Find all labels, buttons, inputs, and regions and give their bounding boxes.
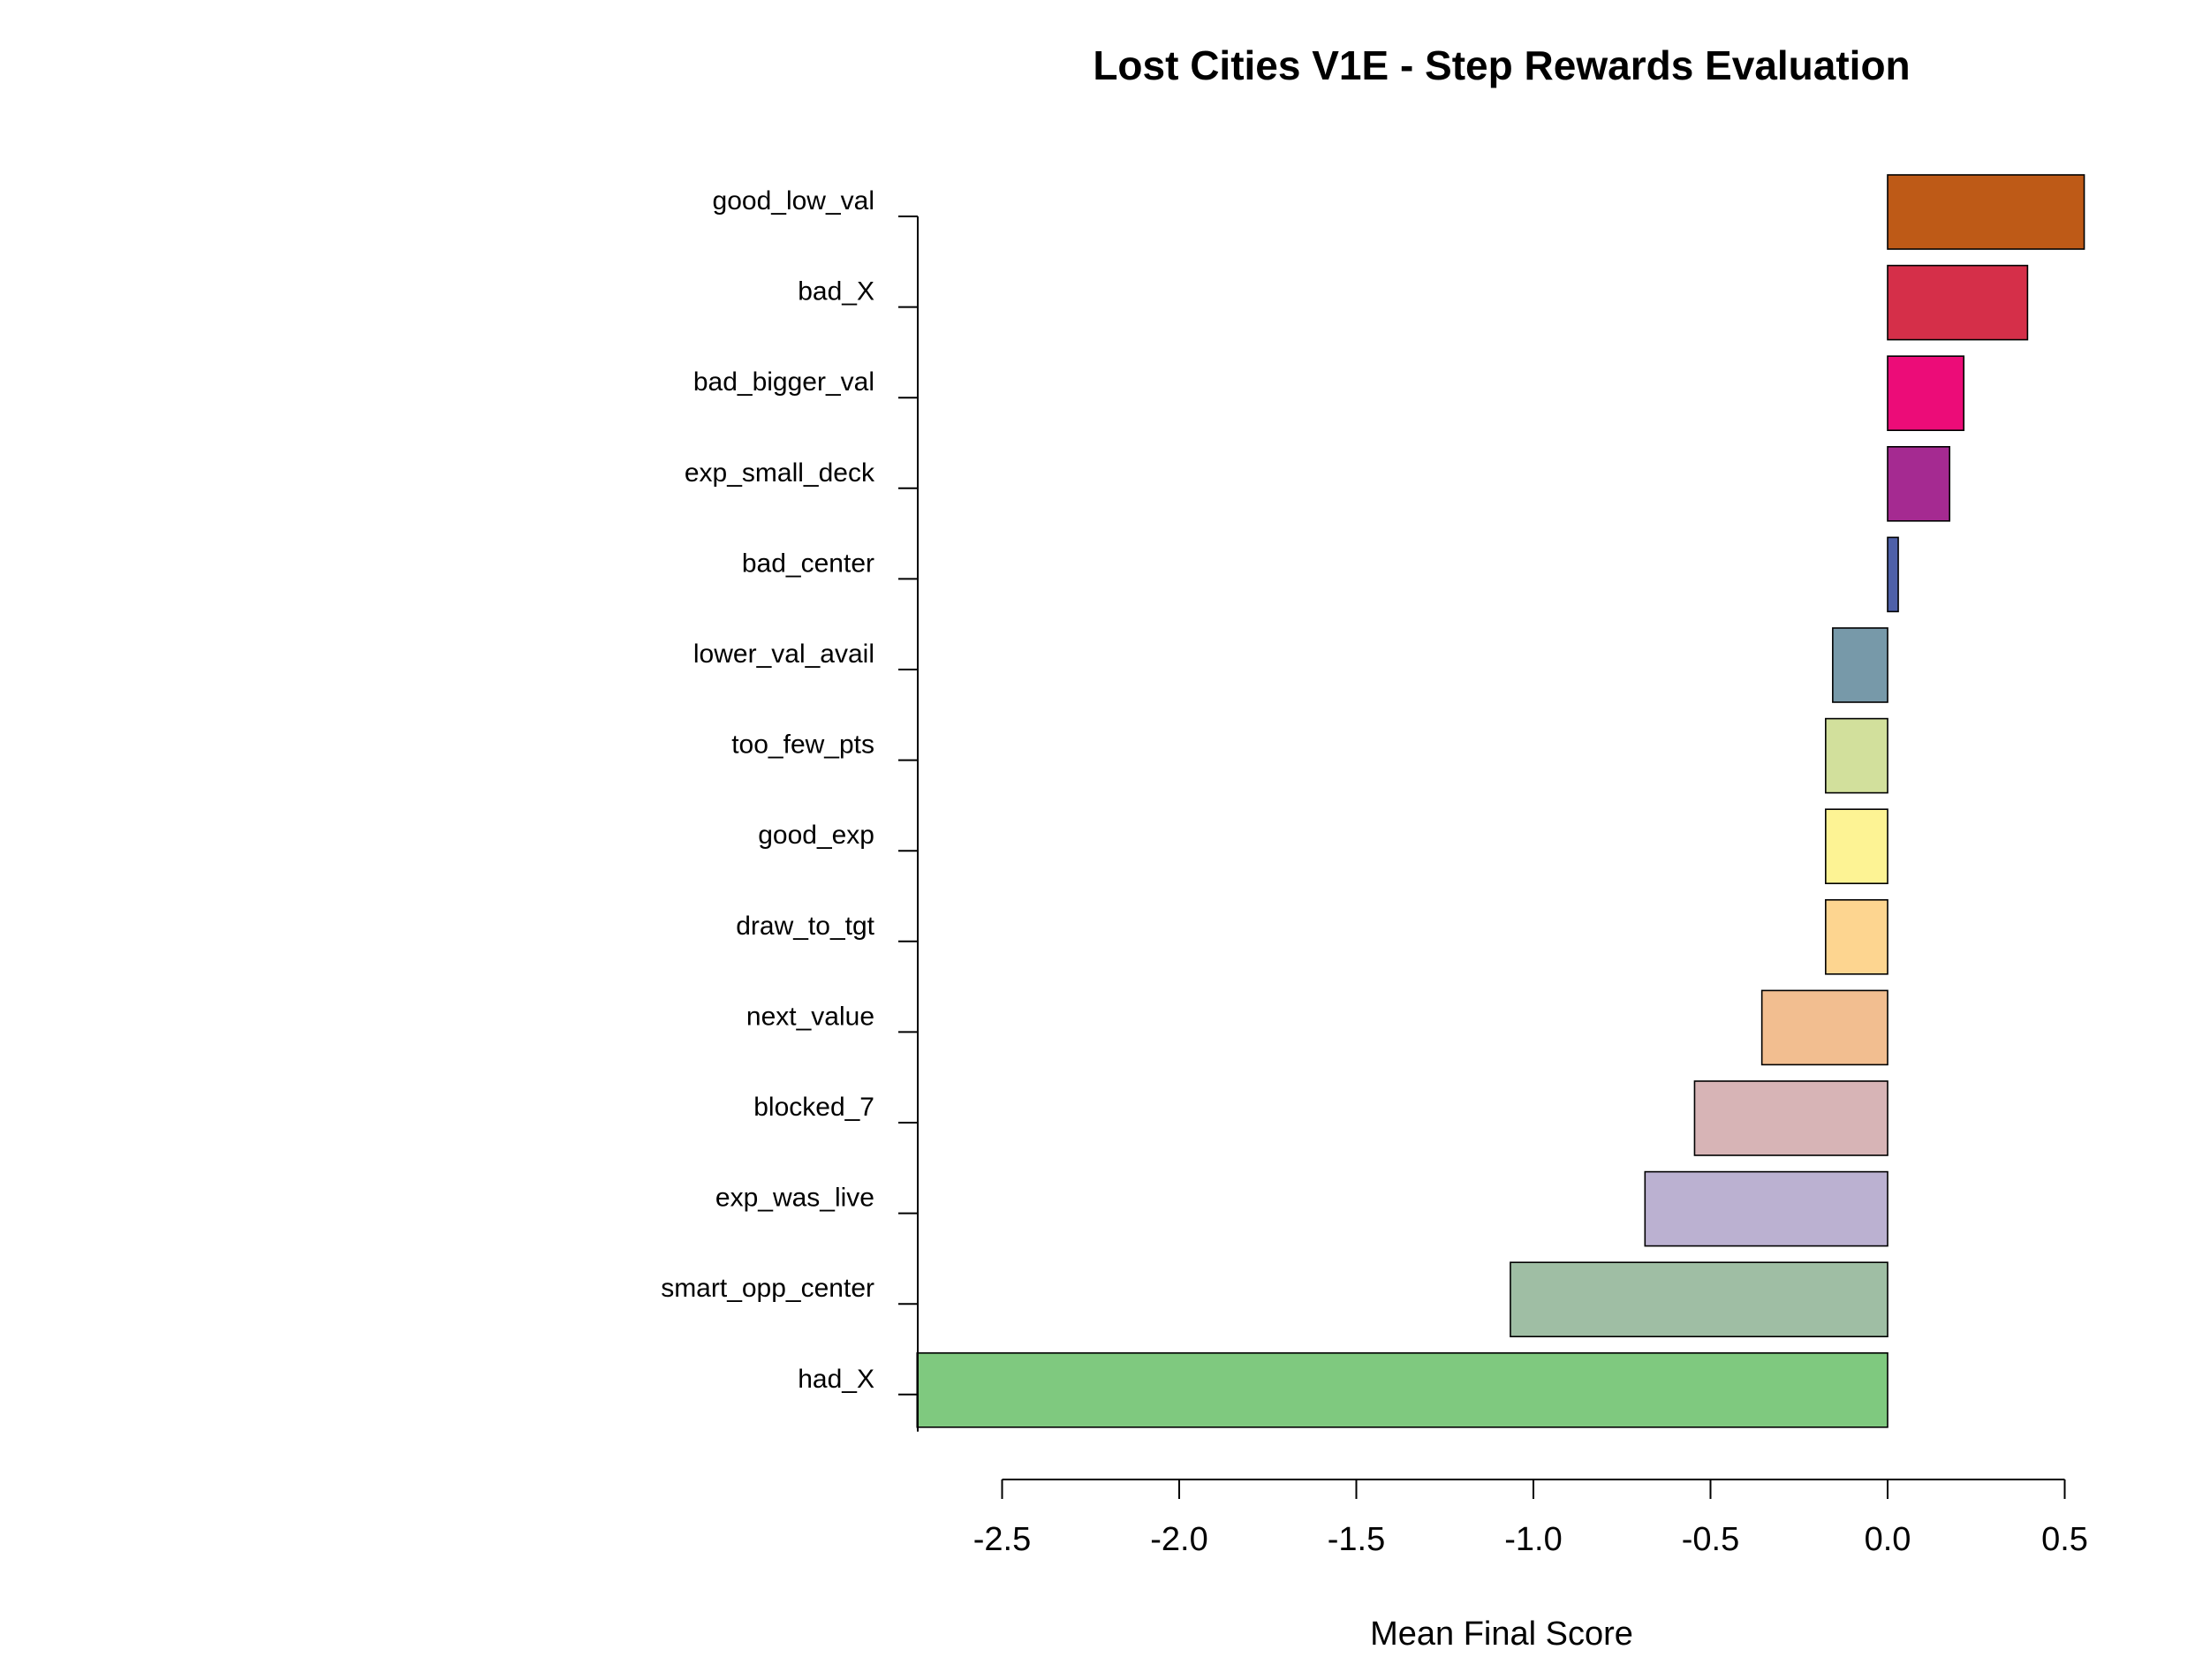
bar-exp_was_live [1644, 1170, 1888, 1247]
category-label: had_X [798, 1365, 874, 1394]
x-tick-label: -1.0 [1504, 1521, 1562, 1558]
x-tick-label: 0.0 [1865, 1521, 1911, 1558]
bars-group [916, 174, 2085, 1428]
x-tick-label: -2.5 [973, 1521, 1031, 1558]
bar-had_X [916, 1352, 1888, 1428]
bar-next_value [1760, 989, 1888, 1066]
category-label: good_exp [758, 821, 874, 850]
category-label: lower_val_avail [693, 639, 874, 669]
category-label: draw_to_tgt [736, 912, 874, 941]
category-label: blocked_7 [753, 1093, 874, 1122]
bar-bad_X [1887, 264, 2029, 341]
x-tick-label: -2.0 [1150, 1521, 1207, 1558]
x-tick-label: -0.5 [1682, 1521, 1739, 1558]
y-axis: good_low_val bad_X bad_bigger_val exp_small… [661, 186, 919, 1432]
x-axis: -2.5 -2.0 -1.5 -1.0 -0.5 0.0 0.5 [973, 1479, 2088, 1558]
bar-bad_bigger_val [1887, 355, 1965, 432]
x-tick-label: -1.5 [1328, 1521, 1385, 1558]
category-label: exp_was_live [715, 1184, 874, 1213]
category-label: next_value [746, 1002, 874, 1031]
chart-title: Lost Cities V1E - Step Rewards Evaluatio… [1093, 42, 1910, 88]
bar-good_exp [1825, 808, 1888, 885]
bar-smart_opp_center [1510, 1261, 1888, 1337]
x-axis-title: Mean Final Score [1370, 1616, 1633, 1653]
category-label: too_few_pts [731, 730, 874, 760]
bar-good_low_val [1887, 174, 2085, 250]
category-label: good_low_val [713, 186, 874, 216]
x-tick-label: 0.5 [2041, 1521, 2088, 1558]
category-label: exp_small_deck [685, 458, 875, 488]
category-label: bad_X [798, 277, 874, 306]
category-label: smart_opp_center [661, 1274, 874, 1303]
category-label: bad_center [742, 549, 874, 578]
bar-bad_center [1887, 536, 1899, 613]
bar-exp_small_deck [1887, 445, 1950, 522]
bar-draw_to_tgt [1825, 898, 1888, 975]
bar-blocked_7 [1693, 1080, 1888, 1156]
category-label: bad_bigger_val [693, 367, 874, 397]
bar-lower_val_avail [1832, 627, 1888, 703]
bar-too_few_pts [1825, 717, 1888, 794]
